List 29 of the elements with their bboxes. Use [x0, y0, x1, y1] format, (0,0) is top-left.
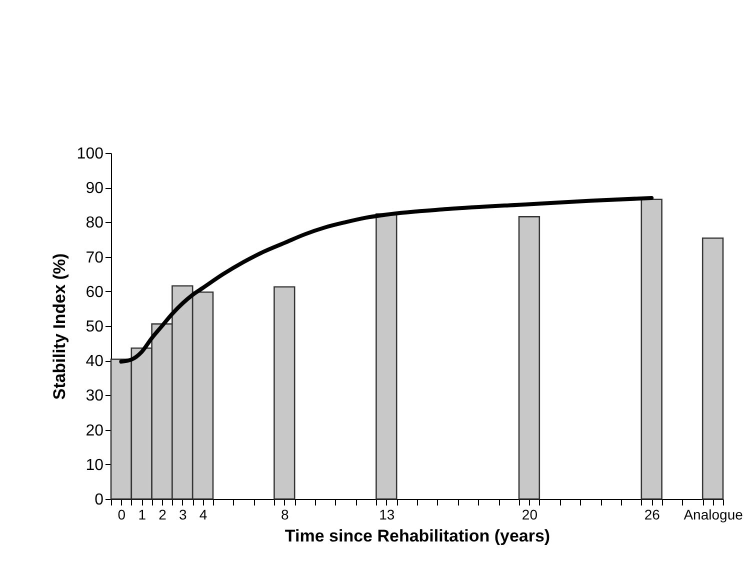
line-series: [119, 196, 654, 364]
x-tick-label: 26: [644, 506, 660, 522]
y-tick-label: 40: [86, 353, 104, 370]
y-tick-label: 60: [86, 284, 104, 301]
y-tick-label: 30: [86, 388, 104, 405]
x-tick-label: 20: [522, 506, 538, 522]
x-tick-label: 0: [118, 506, 126, 522]
y-tick-label: 80: [86, 214, 104, 232]
y-tick-label: 50: [86, 318, 104, 336]
y-tick-label: 10: [86, 456, 104, 474]
x-tick-label: 1: [138, 506, 146, 522]
y-tick-label: 70: [86, 249, 104, 266]
y-axis-title: Stability Index (%): [50, 253, 69, 400]
x-tick-label: Analogue: [684, 506, 744, 522]
y-tick-label: 90: [86, 180, 104, 198]
x-tick-label: 8: [281, 506, 289, 522]
bar: [702, 237, 724, 500]
bar: [376, 213, 398, 500]
y-tick-label: 20: [86, 422, 104, 440]
bar: [640, 198, 662, 500]
x-tick-label: 4: [199, 506, 208, 522]
bar: [518, 216, 540, 500]
y-tick-label: 100: [76, 146, 104, 162]
x-tick-label: 2: [158, 506, 167, 522]
x-tick-label: 13: [379, 506, 395, 522]
bar: [274, 286, 296, 500]
y-tick-label: 0: [94, 492, 104, 508]
x-axis-title: Time since Rehabilitation (years): [284, 526, 550, 546]
x-tick-label: 3: [179, 506, 187, 522]
